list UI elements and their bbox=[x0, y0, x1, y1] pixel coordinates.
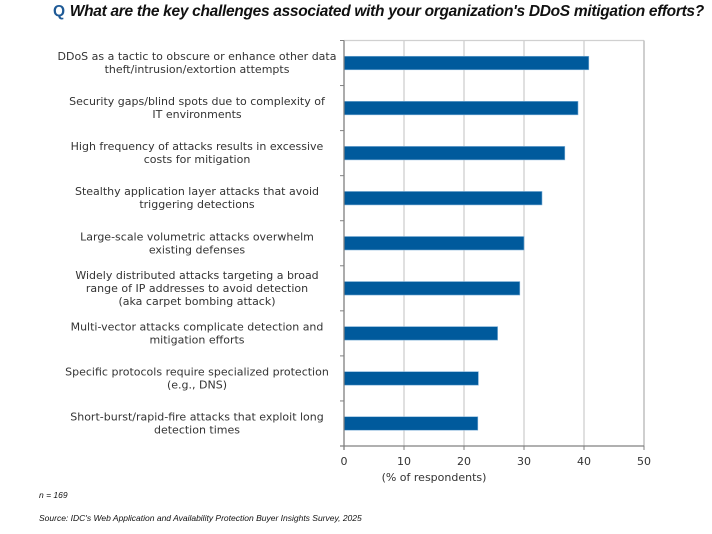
category-label: High frequency of attacks results in exc… bbox=[71, 140, 324, 166]
x-tick-label: 0 bbox=[341, 455, 348, 468]
category-label-line: Widely distributed attacks targeting a b… bbox=[75, 269, 318, 282]
category-label-line: triggering detections bbox=[139, 198, 255, 211]
category-label-line: existing defenses bbox=[149, 243, 246, 256]
category-label: Multi-vector attacks complicate detectio… bbox=[71, 320, 324, 346]
category-label-line: Multi-vector attacks complicate detectio… bbox=[71, 320, 324, 333]
question-marker: Q bbox=[53, 3, 65, 20]
x-tick-label: 10 bbox=[397, 455, 411, 468]
category-label-line: Short-burst/rapid-fire attacks that expl… bbox=[70, 410, 324, 423]
category-label-line: costs for mitigation bbox=[144, 153, 251, 166]
bar bbox=[343, 416, 479, 431]
chart-title: Q What are the key challenges associated … bbox=[53, 3, 704, 21]
source-note: Source: IDC's Web Application and Availa… bbox=[39, 513, 362, 523]
bar bbox=[343, 326, 498, 341]
sample-size-note: n = 169 bbox=[39, 490, 68, 500]
bar bbox=[343, 55, 590, 71]
category-label: Short-burst/rapid-fire attacks that expl… bbox=[70, 410, 324, 436]
category-label-line: Stealthy application layer attacks that … bbox=[75, 185, 319, 198]
category-label-line: DDoS as a tactic to obscure or enhance o… bbox=[58, 50, 337, 63]
x-tick-label: 30 bbox=[517, 455, 531, 468]
axes bbox=[340, 40, 645, 450]
category-label-line: (e.g., DNS) bbox=[167, 378, 227, 391]
category-label-line: Security gaps/blind spots due to complex… bbox=[69, 95, 326, 108]
bar bbox=[343, 281, 521, 296]
category-label: Security gaps/blind spots due to complex… bbox=[69, 95, 326, 121]
category-label: Specific protocols require specialized p… bbox=[65, 365, 329, 391]
x-tick-labels: 0 10 20 30 40 50 bbox=[341, 455, 652, 468]
category-label-line: range of IP addresses to avoid detection bbox=[86, 282, 308, 295]
bar bbox=[343, 191, 543, 206]
question-text: What are the key challenges associated w… bbox=[69, 3, 704, 20]
bar bbox=[343, 101, 579, 116]
category-label-line: detection times bbox=[154, 423, 240, 436]
category-label: DDoS as a tactic to obscure or enhance o… bbox=[58, 50, 337, 76]
category-label-line: Specific protocols require specialized p… bbox=[65, 365, 329, 378]
category-label-line: IT environments bbox=[152, 108, 242, 121]
x-tick-label: 50 bbox=[637, 455, 651, 468]
category-label: Widely distributed attacks targeting a b… bbox=[75, 269, 318, 308]
category-label-line: Large-scale volumetric attacks overwhelm bbox=[80, 230, 314, 243]
category-label-line: theft/intrusion/extortion attempts bbox=[105, 63, 290, 76]
bar bbox=[343, 146, 566, 161]
x-tick-label: 20 bbox=[457, 455, 471, 468]
category-label-line: (aka carpet bombing attack) bbox=[118, 295, 275, 308]
bar bbox=[343, 236, 525, 251]
category-label-line: High frequency of attacks results in exc… bbox=[71, 140, 324, 153]
x-tick-label: 40 bbox=[577, 455, 591, 468]
category-label: Large-scale volumetric attacks overwhelm… bbox=[80, 230, 314, 256]
x-axis-title: (% of respondents) bbox=[382, 471, 487, 484]
bar bbox=[343, 371, 479, 386]
category-label-line: mitigation efforts bbox=[149, 333, 244, 346]
category-label: Stealthy application layer attacks that … bbox=[75, 185, 319, 211]
category-labels: DDoS as a tactic to obscure or enhance o… bbox=[58, 50, 337, 436]
bars bbox=[343, 55, 590, 431]
